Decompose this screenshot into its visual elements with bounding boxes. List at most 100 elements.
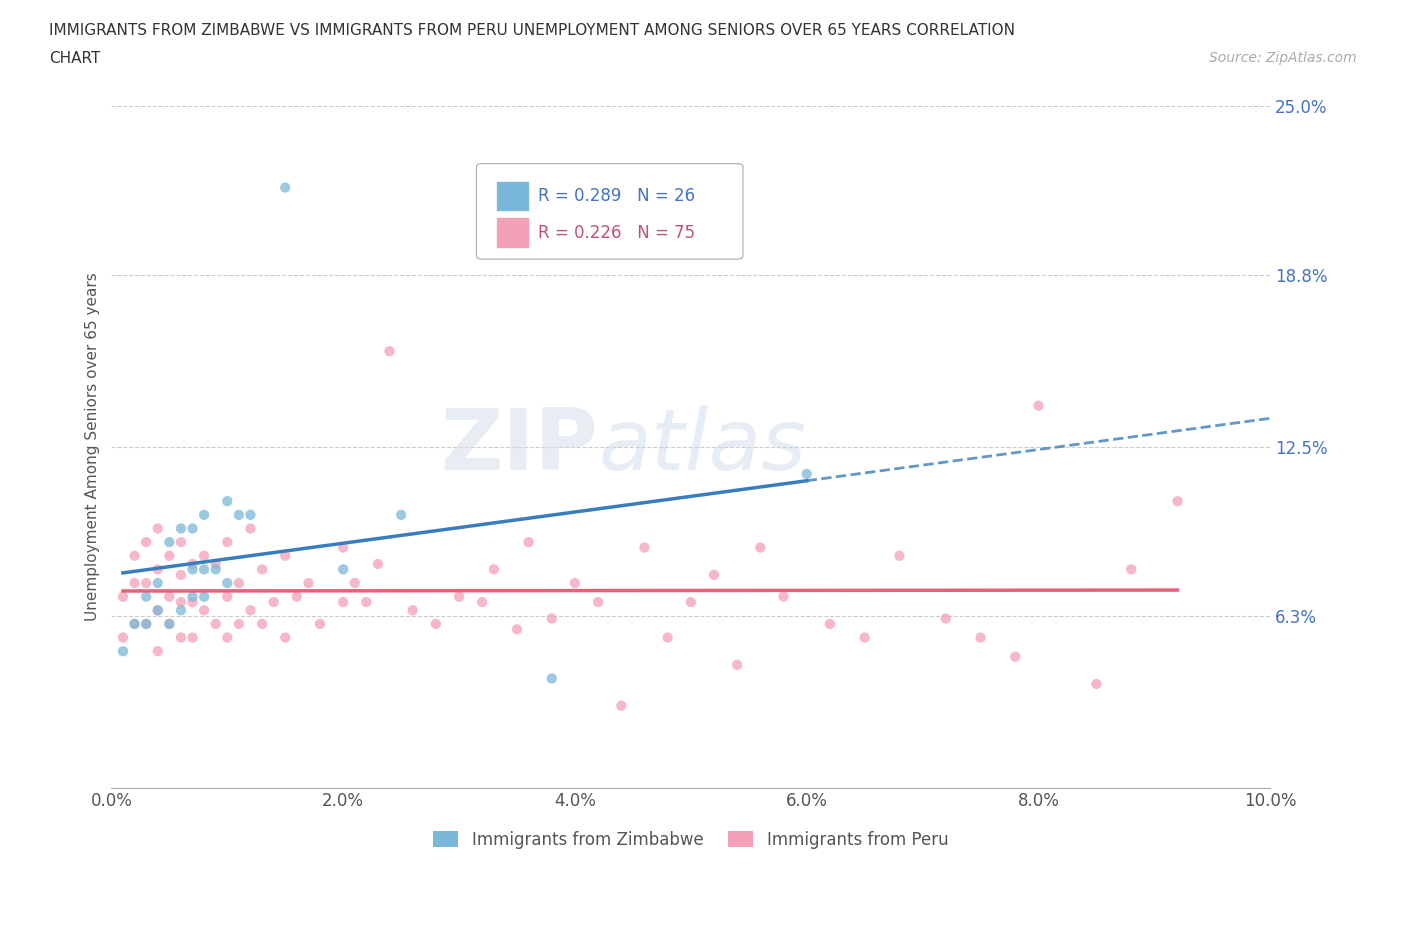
Point <box>181 590 204 604</box>
Point <box>111 590 134 604</box>
Point <box>356 594 378 609</box>
Point <box>250 562 273 577</box>
Point <box>193 562 215 577</box>
Point <box>228 576 250 591</box>
Point <box>274 631 297 645</box>
Point <box>969 631 991 645</box>
Point <box>217 535 239 550</box>
Point <box>586 594 609 609</box>
Point <box>170 567 193 582</box>
Point <box>239 508 262 523</box>
Point <box>146 576 169 591</box>
Bar <box>496 180 529 211</box>
Point <box>633 540 655 555</box>
Point <box>170 594 193 609</box>
Point <box>146 603 169 618</box>
Point <box>135 535 157 550</box>
Point <box>217 590 239 604</box>
Point <box>389 508 412 523</box>
Point <box>157 549 180 564</box>
Point <box>935 611 957 626</box>
Point <box>193 603 215 618</box>
Point <box>1028 398 1050 413</box>
Point <box>402 603 425 618</box>
Point <box>124 549 146 564</box>
Point <box>1121 562 1143 577</box>
Point <box>343 576 366 591</box>
Point <box>1085 676 1108 691</box>
Text: ZIP: ZIP <box>440 405 598 488</box>
Point <box>204 562 226 577</box>
Point <box>274 180 297 195</box>
Point <box>124 617 146 631</box>
Point <box>146 562 169 577</box>
Point <box>482 562 505 577</box>
Point <box>170 535 193 550</box>
Point <box>725 658 748 672</box>
Point <box>181 521 204 536</box>
Point <box>239 521 262 536</box>
Point <box>135 576 157 591</box>
Point <box>181 556 204 571</box>
Point <box>217 631 239 645</box>
Point <box>263 594 285 609</box>
Point <box>193 590 215 604</box>
Point <box>749 540 772 555</box>
Bar <box>496 217 529 247</box>
Point <box>367 556 389 571</box>
Point <box>146 644 169 658</box>
Point <box>181 594 204 609</box>
Point <box>517 535 540 550</box>
Point <box>157 617 180 631</box>
Point <box>135 617 157 631</box>
Point <box>170 521 193 536</box>
Point <box>124 576 146 591</box>
Point <box>449 590 471 604</box>
Point <box>772 590 794 604</box>
Y-axis label: Unemployment Among Seniors over 65 years: Unemployment Among Seniors over 65 years <box>86 272 100 621</box>
Point <box>610 698 633 713</box>
Point <box>250 617 273 631</box>
Point <box>146 521 169 536</box>
Point <box>181 562 204 577</box>
Point <box>540 611 562 626</box>
Point <box>193 549 215 564</box>
Point <box>564 576 586 591</box>
Point <box>332 594 354 609</box>
Point <box>703 567 725 582</box>
Point <box>274 549 297 564</box>
Point <box>181 631 204 645</box>
Point <box>157 590 180 604</box>
Point <box>1167 494 1189 509</box>
Point <box>540 671 562 686</box>
Point <box>157 617 180 631</box>
Point <box>135 590 157 604</box>
Point <box>332 540 354 555</box>
Text: IMMIGRANTS FROM ZIMBABWE VS IMMIGRANTS FROM PERU UNEMPLOYMENT AMONG SENIORS OVER: IMMIGRANTS FROM ZIMBABWE VS IMMIGRANTS F… <box>49 23 1015 38</box>
Point <box>157 535 180 550</box>
Point <box>239 603 262 618</box>
Point <box>471 594 494 609</box>
Point <box>228 508 250 523</box>
Point <box>204 617 226 631</box>
Point <box>796 467 818 482</box>
Point <box>853 631 876 645</box>
Text: R = 0.289   N = 26: R = 0.289 N = 26 <box>538 187 695 206</box>
Point <box>228 617 250 631</box>
Point <box>217 576 239 591</box>
Point <box>285 590 308 604</box>
Point <box>204 556 226 571</box>
Legend: Immigrants from Zimbabwe, Immigrants from Peru: Immigrants from Zimbabwe, Immigrants fro… <box>426 825 955 856</box>
Point <box>124 617 146 631</box>
Point <box>425 617 447 631</box>
Point <box>111 644 134 658</box>
Point <box>111 631 134 645</box>
Point <box>135 617 157 631</box>
Point <box>1004 649 1026 664</box>
Point <box>657 631 679 645</box>
Point <box>193 508 215 523</box>
Text: CHART: CHART <box>49 51 101 66</box>
Point <box>217 494 239 509</box>
Point <box>170 631 193 645</box>
Point <box>297 576 319 591</box>
